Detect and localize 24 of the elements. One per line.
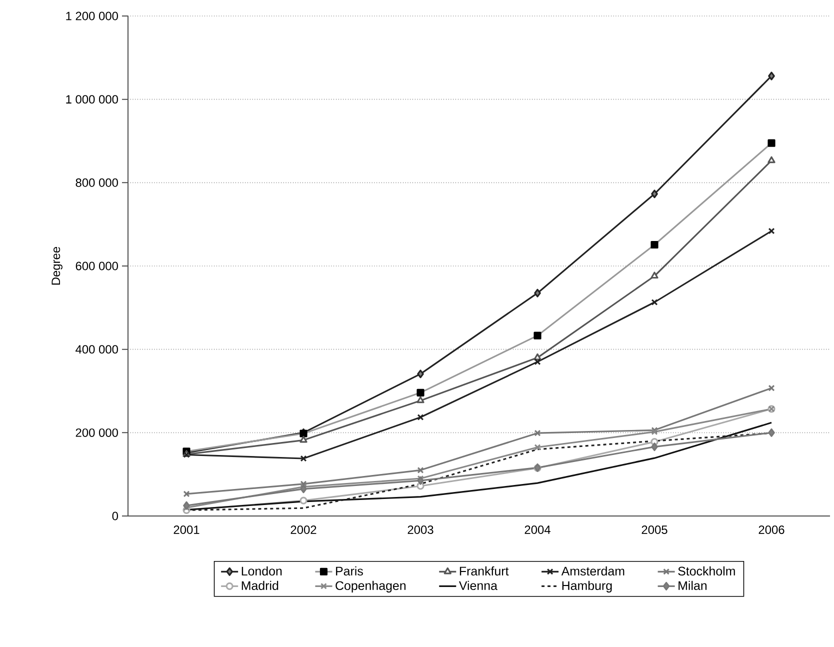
legend-label: Vienna (458, 580, 498, 590)
x-tick-label: 2005 (642, 526, 668, 534)
x-tick-label: 2002 (290, 526, 316, 534)
x-tick-label: 2003 (408, 526, 434, 534)
legend-label: Madrid (242, 580, 278, 590)
y-tick-label: 0 (112, 512, 118, 520)
x-tick-label: 2001 (174, 526, 200, 534)
legend-label: London (242, 566, 282, 576)
legend-label: Paris (336, 566, 363, 576)
y-tick-label: 1 000 000 (66, 95, 118, 104)
legend-label: Copenhagen (336, 580, 406, 592)
y-tick-label: 800 000 (76, 178, 118, 187)
y-axis-title: Degree (52, 246, 62, 285)
legend-label: Amsterdam (561, 566, 624, 576)
legend-label: Stockholm (678, 566, 735, 576)
y-tick-label: 200 000 (76, 428, 118, 437)
y-tick-label: 1 200 000 (66, 12, 118, 20)
y-tick-label: 600 000 (76, 262, 118, 270)
legend-label: Milan (678, 580, 707, 590)
x-tick-label: 2004 (524, 526, 550, 534)
legend-label: Hamburg (562, 580, 612, 592)
legend-label: Frankfurt (460, 566, 509, 576)
y-tick-label: 400 000 (76, 345, 118, 354)
x-tick-label: 2006 (758, 526, 784, 534)
